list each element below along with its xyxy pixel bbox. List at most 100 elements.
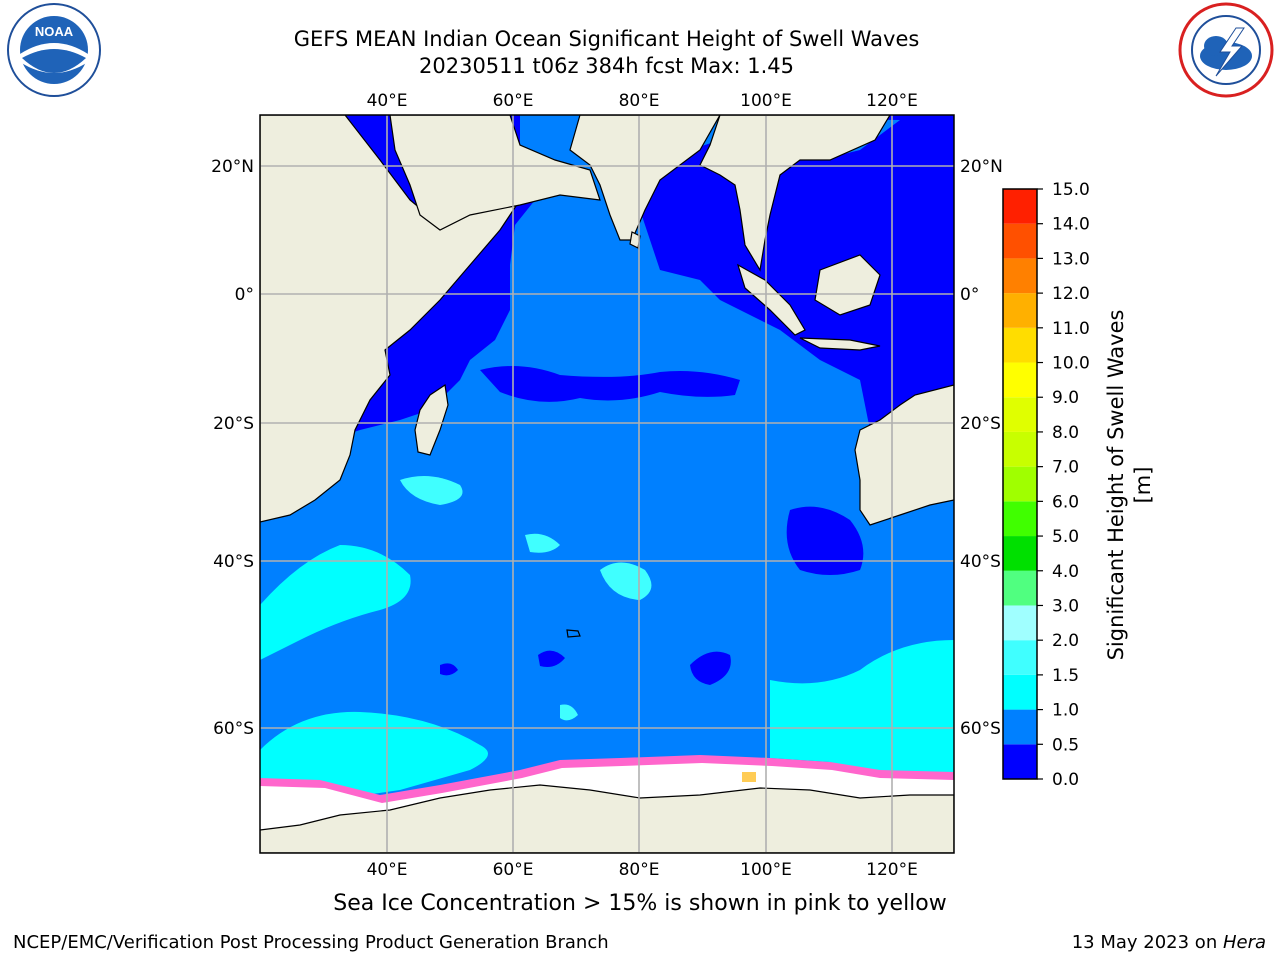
lat-labels-right: 20°N 0° 20°S 40°S 60°S: [960, 157, 1003, 739]
map-frame: [259, 114, 955, 854]
bay-of-bengal-low-swell: [600, 115, 954, 430]
lon-label-top: 40°E: [367, 91, 408, 111]
kerguelen-outline: [566, 629, 581, 638]
lon-label-top: 100°E: [740, 91, 792, 111]
southwest-high-swell: [260, 545, 411, 660]
south-high-swell-band-east: [770, 640, 954, 780]
svg-text:NOAA: NOAA: [35, 24, 74, 39]
south-low-swell-patch-1: [690, 651, 731, 685]
lat-label-right: 20°S: [960, 414, 1001, 434]
sea-ice-caption: Sea Ice Concentration > 15% is shown in …: [333, 891, 947, 916]
lon-label-bottom: 40°E: [367, 860, 408, 880]
arabia-land: [389, 115, 601, 231]
lat-labels-left: 20°N 0° 20°S 40°S 60°S: [211, 157, 254, 739]
india-land: [569, 115, 721, 241]
colorbar-tick-label: 12.0: [1052, 284, 1090, 304]
colorbar-tick-label: 13.0: [1052, 249, 1090, 269]
colorbar-tick-label: 5.0: [1052, 527, 1079, 547]
producer-credit: NCEP/EMC/Verification Post Processing Pr…: [13, 932, 609, 953]
colorbar-segment: [1003, 293, 1037, 328]
colorbar-frame: [1002, 188, 1038, 780]
lon-labels-top: 40°E 60°E 80°E 100°E 120°E: [367, 91, 918, 111]
colorbar-tick-label: 1.5: [1052, 666, 1079, 686]
lon-label-bottom: 60°E: [493, 860, 534, 880]
colorbar-tick-label: 2.0: [1052, 631, 1079, 651]
sea-ice-yellow-spot: [742, 772, 756, 782]
production-date-text: 13 May 2023 on: [1071, 932, 1223, 953]
mid-high-swell-patch-3: [525, 533, 560, 553]
lat-label-right: 20°N: [960, 157, 1003, 177]
colorbar-tick-label: 1.0: [1052, 701, 1079, 721]
lon-label-top: 60°E: [493, 91, 534, 111]
sumatra-land: [736, 263, 806, 336]
lat-label-left: 40°S: [213, 552, 254, 572]
colorbar-segment: [1003, 605, 1037, 641]
lat-label-right: 0°: [960, 285, 979, 305]
colorbar-segment: [1003, 709, 1037, 745]
lon-label-bottom: 100°E: [740, 860, 792, 880]
colorbar-segment: [1003, 189, 1037, 224]
lon-labels-bottom: 40°E 60°E 80°E 100°E 120°E: [367, 860, 918, 880]
colorbar-segment: [1003, 466, 1037, 502]
colorbar-tick-label: 9.0: [1052, 388, 1079, 408]
lon-label-bottom: 120°E: [866, 860, 918, 880]
colorbar-segment: [1003, 674, 1037, 710]
colorbar-tick-label: 15.0: [1052, 180, 1090, 200]
antarctica-land: [260, 784, 954, 853]
colorbar-segment: [1003, 501, 1037, 537]
noaa-logo: NOAA: [7, 3, 101, 97]
lat-label-right: 60°S: [960, 719, 1001, 739]
colorbar-segment: [1003, 223, 1037, 259]
colorbar-segment: [1003, 327, 1037, 363]
colorbar-tick-label: 3.0: [1052, 596, 1079, 616]
south-low-swell-patch-2: [538, 650, 565, 667]
colorbar-segment: [1003, 431, 1037, 467]
gridlines: [260, 115, 954, 853]
colorbar-segment: [1003, 397, 1037, 432]
lon-label-top: 80°E: [619, 91, 660, 111]
colorbar-segment: [1003, 258, 1037, 294]
colorbar-tick-label: 8.0: [1052, 423, 1079, 443]
south-low-swell-patch-3: [440, 663, 458, 676]
southeast-asia-land: [699, 115, 891, 272]
colorbar-segment: [1003, 570, 1037, 606]
western-australia-low-swell-patch: [786, 506, 864, 575]
colorbar-tick-label: 0.0: [1052, 770, 1079, 790]
colorbar-label: [m]: [1131, 467, 1155, 504]
colorbar-tick-label: 0.5: [1052, 735, 1079, 755]
lat-label-left: 20°N: [211, 157, 254, 177]
colorbar-segment: [1003, 640, 1037, 675]
colorbar-tick-label: 4.0: [1052, 562, 1079, 582]
lon-label-top: 120°E: [866, 91, 918, 111]
java-land: [799, 337, 881, 351]
map-plot-area: [260, 115, 954, 853]
colorbar-label: Significant Height of Swell Waves: [1104, 310, 1128, 661]
mid-high-swell-patch-4: [560, 704, 578, 721]
lat-label-left: 0°: [235, 285, 254, 305]
colorbar-segment: [1003, 362, 1037, 398]
colorbar-tick-label: 14.0: [1052, 215, 1090, 235]
mid-high-swell-patch-2: [400, 476, 463, 505]
south-high-swell-band-west: [260, 711, 488, 800]
colorbar: 0.0 0.5 1.0 1.5 2.0 3.0 4.0 5.0 6.0 7.0 8.0 9.0 10.0…: [1002, 180, 1090, 790]
colorbar-segment: [1003, 536, 1037, 571]
map-title: GEFS MEAN Indian Ocean Significant Heigh…: [293, 27, 920, 51]
map-subtitle: 20230511 t06z 384h fcst Max: 1.45: [419, 54, 794, 78]
borneo-land: [814, 254, 881, 316]
australia-land: [854, 384, 954, 526]
lat-label-left: 20°S: [213, 414, 254, 434]
production-date: 13 May 2023 on Hera: [1072, 932, 1266, 953]
madagascar-land: [414, 383, 449, 456]
nws-logo: [1178, 2, 1274, 98]
sri-lanka-land: [629, 231, 641, 249]
colorbar-tick-label: 6.0: [1052, 492, 1079, 512]
lat-label-left: 60°S: [213, 719, 254, 739]
colorbar-tick-label: 10.0: [1052, 354, 1090, 374]
host-name: Hera: [1222, 932, 1266, 953]
colorbar-tick-label: 7.0: [1052, 458, 1079, 478]
equatorial-low-swell-patch: [480, 366, 740, 402]
colorbar-segment: [1003, 744, 1037, 779]
lon-label-bottom: 80°E: [619, 860, 660, 880]
lat-label-right: 40°S: [960, 552, 1001, 572]
